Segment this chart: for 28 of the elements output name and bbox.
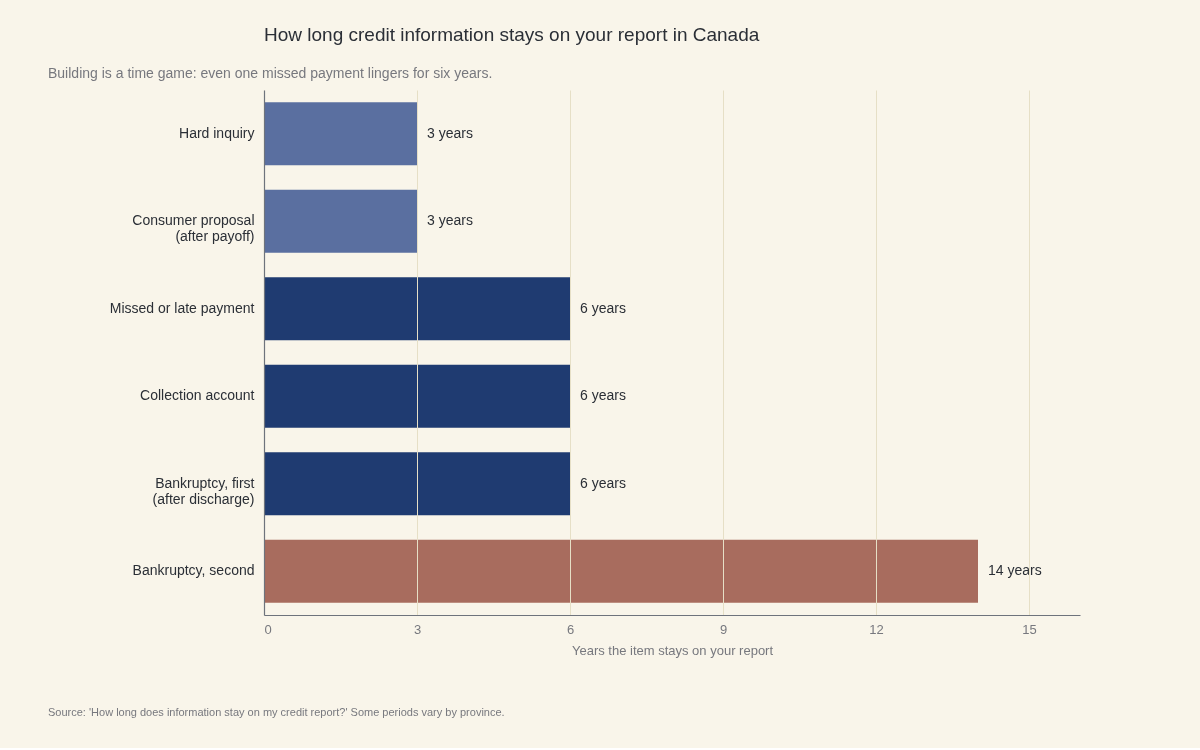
- bar: [264, 102, 417, 166]
- y-tick-label: Bankruptcy, first (after discharge): [152, 474, 255, 507]
- data-label: 6 years: [580, 299, 626, 316]
- source-note: Source: 'How long does information stay on my credit report?' Some periods vary by province.: [48, 706, 505, 718]
- y-tick-label: Consumer proposal (after payoff): [132, 212, 255, 245]
- y-tick-label: Missed or late payment: [109, 299, 255, 316]
- bar: [264, 452, 570, 516]
- x-tick-label: 0: [264, 621, 272, 637]
- x-axis-title: Years the item stays on your report: [571, 642, 774, 658]
- bar: [264, 539, 978, 603]
- bar: [264, 189, 417, 253]
- y-tick-label: Collection account: [140, 387, 255, 404]
- bar: [264, 364, 570, 428]
- data-label: 14 years: [988, 562, 1042, 579]
- data-label: 3 years: [427, 124, 473, 141]
- x-tick-label: 6: [566, 621, 575, 637]
- x-tick-label: 12: [869, 621, 884, 637]
- y-tick-label: Hard inquiry: [179, 124, 255, 141]
- chart-title: How long credit information stays on your report in Canada: [264, 24, 760, 45]
- chart-subtitle: Building is a time game: even one missed payment lingers for six years.: [48, 65, 493, 81]
- y-tick-label: Bankruptcy, second: [132, 562, 255, 579]
- x-tick-label: 15: [1022, 621, 1037, 637]
- data-label: 6 years: [580, 387, 626, 404]
- x-tick-label: 3: [413, 621, 422, 637]
- data-label: 6 years: [580, 474, 626, 491]
- x-tick-label: 9: [719, 621, 728, 637]
- data-label: 3 years: [427, 212, 473, 229]
- bar: [264, 277, 570, 341]
